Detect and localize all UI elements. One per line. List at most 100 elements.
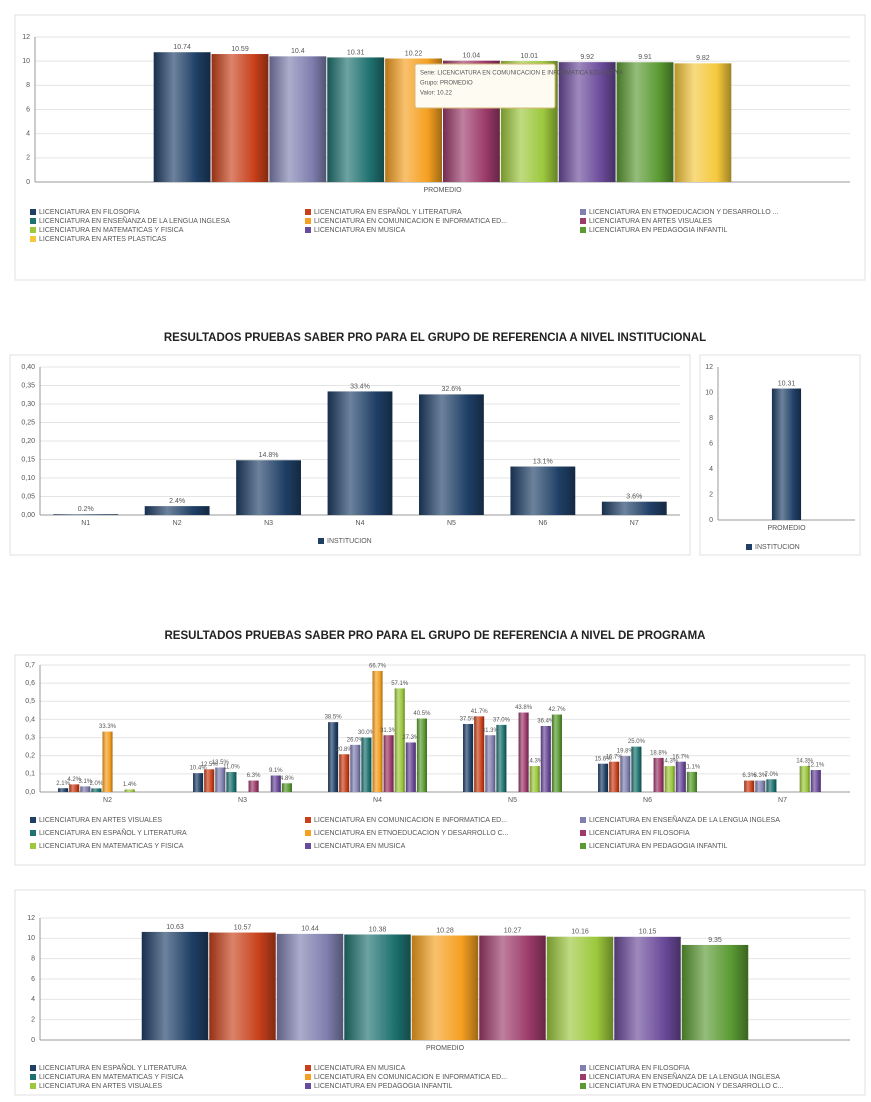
bar	[474, 716, 485, 792]
value-label: 9.92	[580, 54, 594, 61]
x-tick-label: N6	[538, 520, 547, 527]
value-label: 10.4%	[190, 766, 208, 772]
y-tick-label: 4	[26, 131, 30, 138]
value-label: 10.63	[166, 924, 184, 931]
y-tick-label: 10	[22, 58, 30, 65]
legend-label: LICENCIATURA EN PEDAGOGIA INFANTIL	[589, 843, 727, 850]
bar	[601, 501, 667, 515]
value-label: 10.22	[405, 50, 423, 57]
legend-label: LICENCIATURA EN ARTES VISUALES	[39, 1083, 162, 1090]
bar	[546, 936, 614, 1040]
legend-label: LICENCIATURA EN COMUNICACION E INFORMATI…	[314, 218, 507, 225]
tooltip-line: Valor: 10.22	[420, 91, 453, 97]
panel	[699, 354, 861, 556]
bar	[419, 394, 484, 515]
value-label: 37.0%	[493, 717, 511, 723]
bar	[620, 756, 631, 792]
x-tick-label: N7	[778, 797, 787, 804]
y-tick-label: 12	[27, 915, 35, 922]
y-tick-label: 0,30	[21, 401, 35, 408]
bar	[53, 514, 119, 515]
value-label: 19.8%	[617, 749, 635, 755]
y-tick-label: 2	[26, 155, 30, 162]
bar	[236, 460, 301, 515]
value-label: 12.1%	[807, 763, 825, 769]
legend-swatch	[305, 227, 311, 233]
value-label: 9.35	[708, 937, 722, 944]
legend-label: LICENCIATURA EN ARTES VISUALES	[39, 817, 162, 824]
x-tick-label: PROMEDIO	[426, 1045, 465, 1052]
x-tick-label: N6	[643, 797, 652, 804]
bar	[80, 786, 91, 792]
legend-swatch	[30, 817, 36, 823]
value-label: 43.8%	[515, 705, 533, 711]
legend-label: LICENCIATURA EN ARTES VISUALES	[589, 218, 712, 225]
bar	[540, 725, 551, 792]
value-label: 18.8%	[650, 750, 668, 756]
bar	[681, 944, 749, 1040]
bar	[755, 780, 766, 792]
value-label: 7.0%	[765, 772, 779, 778]
legend-label: INSTITUCION	[327, 538, 372, 545]
legend-swatch	[580, 817, 586, 823]
legend-swatch	[305, 817, 311, 823]
legend-swatch	[580, 1083, 586, 1089]
y-tick-label: 0,5	[25, 698, 35, 705]
value-label: 6.3%	[753, 773, 767, 779]
y-tick-label: 4	[31, 996, 35, 1003]
bar	[91, 788, 102, 792]
value-label: 31.3%	[380, 728, 398, 734]
legend-swatch	[30, 830, 36, 836]
bar	[416, 718, 427, 792]
bar	[496, 724, 507, 792]
legend-swatch	[318, 538, 324, 544]
value-label: 15.6%	[595, 756, 613, 762]
bar	[102, 731, 113, 792]
bar	[269, 56, 327, 183]
y-tick-label: 0,4	[25, 716, 35, 723]
bar	[529, 766, 540, 792]
bar	[609, 761, 620, 792]
bar	[248, 780, 259, 792]
y-tick-label: 0	[31, 1037, 35, 1044]
value-label: 38.5%	[325, 715, 343, 721]
bar	[405, 742, 416, 792]
legend-swatch	[305, 1065, 311, 1071]
bar	[631, 746, 642, 792]
bar	[799, 766, 810, 792]
value-label: 57.1%	[391, 681, 409, 687]
value-label: 2.1%	[56, 781, 70, 787]
legend-label: LICENCIATURA EN COMUNICACION E INFORMATI…	[314, 1074, 507, 1081]
value-label: 10.59	[231, 46, 249, 53]
y-tick-label: 10	[27, 935, 35, 942]
bar	[383, 735, 394, 792]
legend-swatch	[30, 209, 36, 215]
legend-swatch	[30, 1074, 36, 1080]
value-label: 14.3%	[661, 759, 679, 765]
y-tick-label: 0,7	[25, 662, 35, 669]
value-label: 16.7%	[606, 754, 624, 760]
value-label: 36.4%	[537, 719, 555, 725]
bar	[339, 754, 350, 792]
value-label: 4.8%	[280, 776, 294, 782]
bar	[141, 931, 209, 1040]
bar	[58, 788, 69, 792]
bar	[616, 62, 674, 182]
y-tick-label: 0	[26, 179, 30, 186]
value-label: 14.3%	[796, 759, 814, 765]
bar	[361, 737, 372, 792]
bar	[327, 57, 385, 182]
bar	[204, 769, 215, 792]
bar	[144, 506, 210, 515]
legend-swatch	[305, 1074, 311, 1080]
x-tick-label: N5	[447, 520, 456, 527]
y-tick-label: 0,25	[21, 419, 35, 426]
bar	[686, 771, 697, 792]
value-label: 9.1%	[269, 768, 283, 774]
legend-label: LICENCIATURA EN FILOSOFIA	[589, 1065, 690, 1072]
legend-label: LICENCIATURA EN MATEMATICAS Y FISICA	[39, 227, 184, 234]
legend-label: INSTITUCION	[755, 544, 800, 551]
y-tick-label: 2	[709, 491, 713, 498]
y-tick-label: 6	[709, 440, 713, 447]
bar	[558, 62, 616, 183]
